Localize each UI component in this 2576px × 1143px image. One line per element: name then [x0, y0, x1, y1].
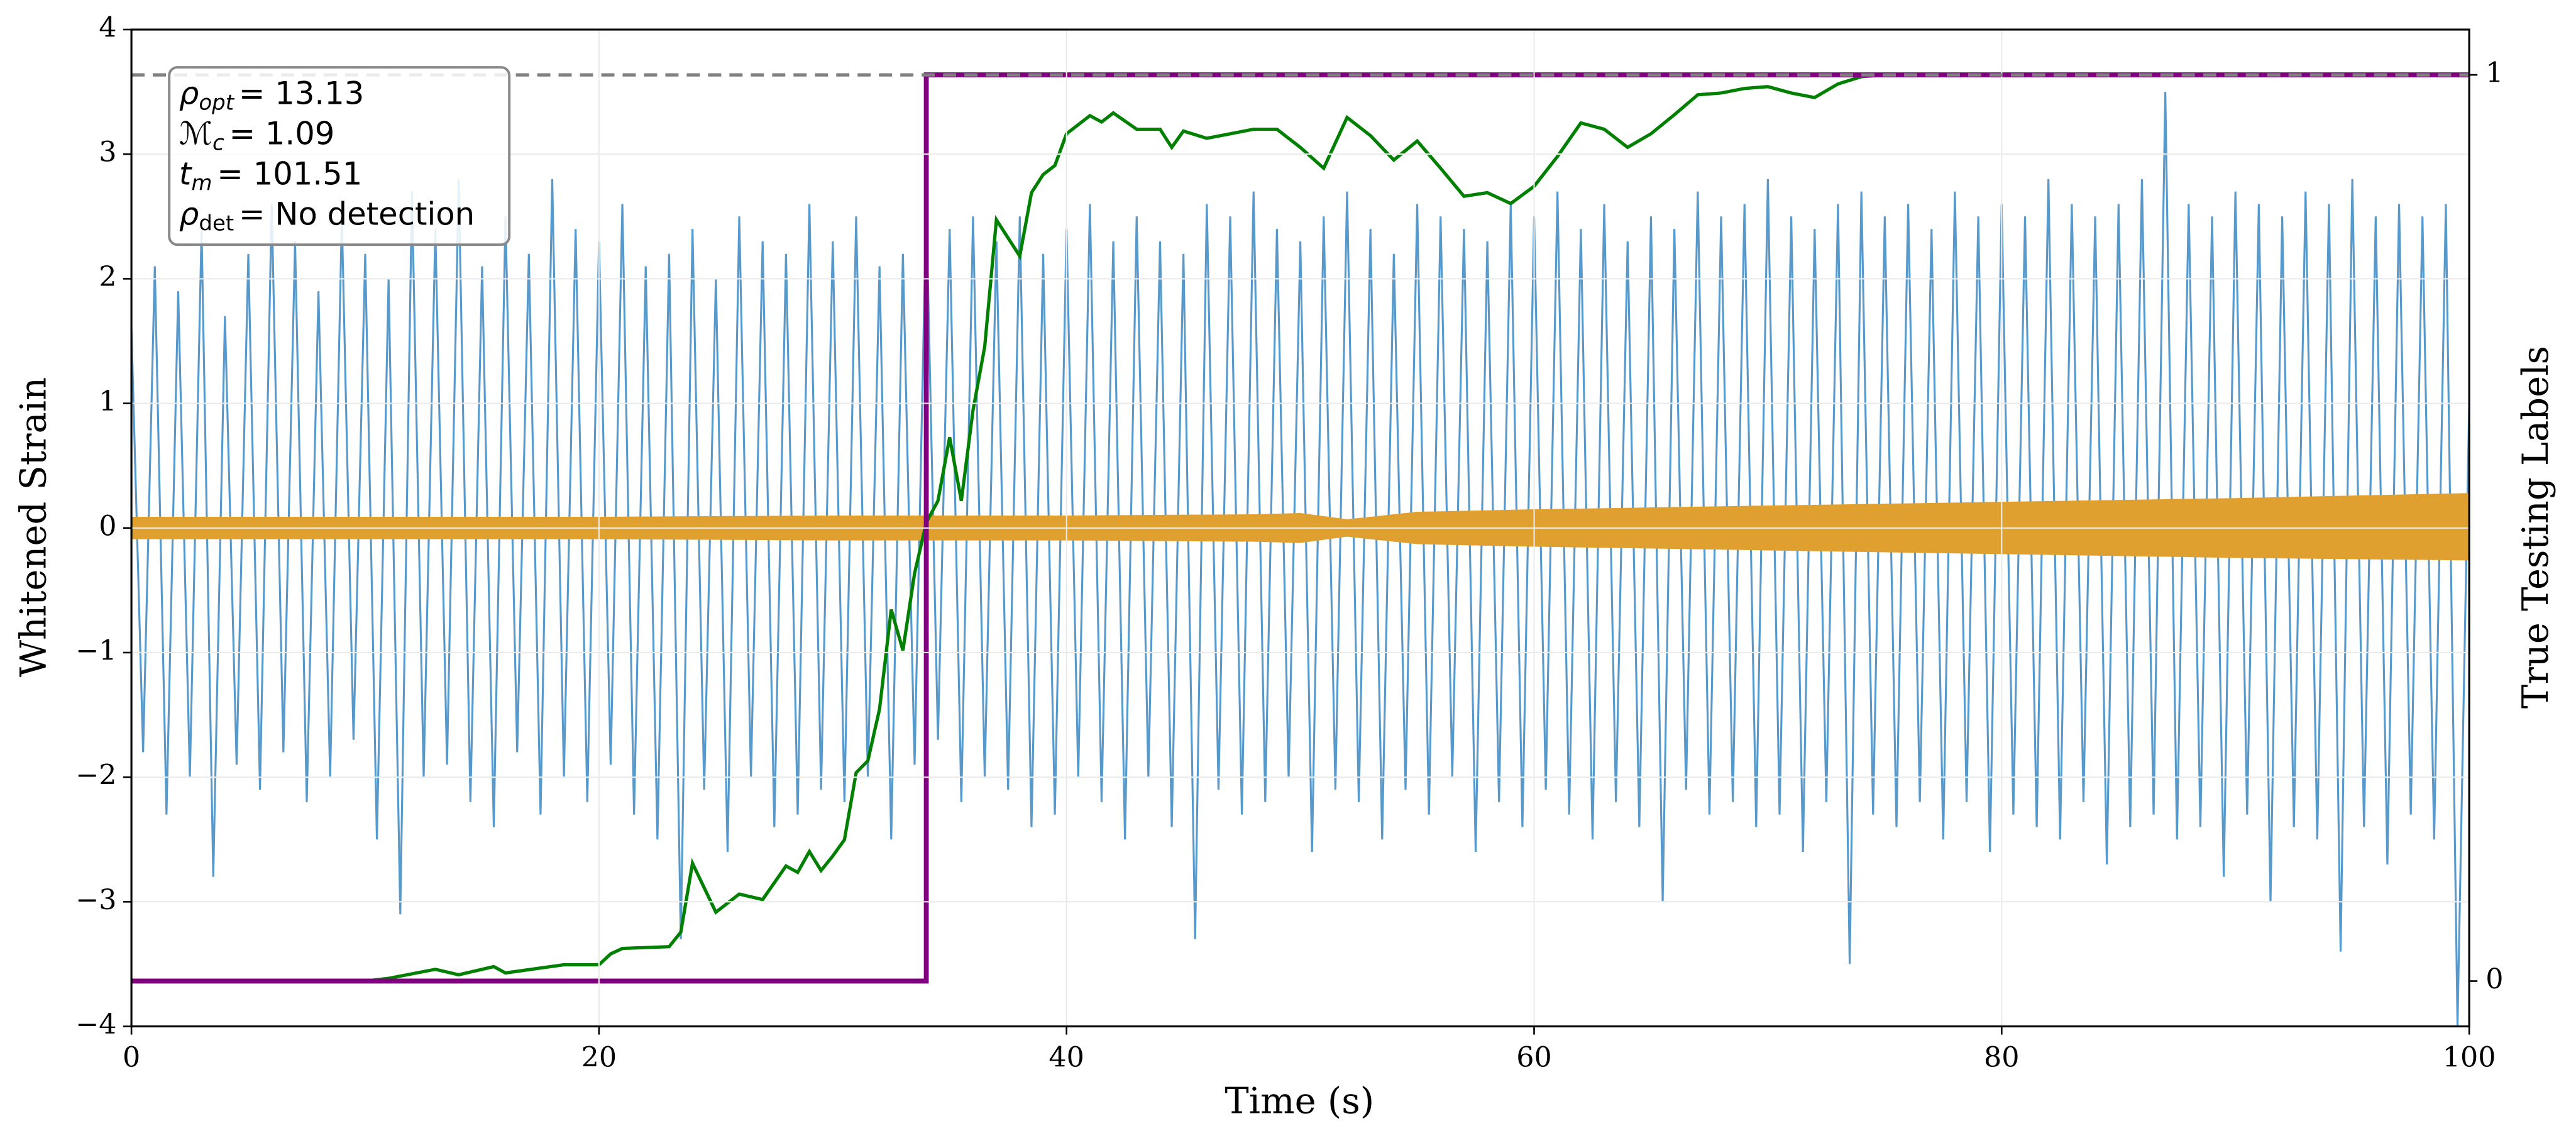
y-axis-label: Whitened Strain	[13, 377, 55, 677]
annotation-text: ρdet = No detection	[179, 196, 475, 236]
x-tick-label: 0	[123, 1041, 140, 1073]
annotation-value: = 101.51	[217, 155, 362, 192]
y-tick-label: −1	[75, 634, 116, 666]
y-tick-label: −3	[75, 884, 116, 916]
annotation-symbol: t	[179, 155, 192, 192]
annotation-value: = 1.09	[229, 115, 334, 152]
annotation-subscript: m	[191, 170, 212, 196]
annotation-box	[168, 66, 511, 246]
x-tick-label: 40	[1049, 1041, 1084, 1073]
y-tick-label: 2	[99, 261, 116, 293]
annotation-subscript: det	[199, 211, 234, 236]
annotation-text: tm = 101.51	[179, 155, 362, 196]
x-tick-label: 80	[1984, 1041, 2020, 1073]
annotation-text: ℳc = 1.09	[179, 115, 335, 155]
y2-tick-label: 1	[2485, 57, 2503, 89]
annotation-symbol: ρ	[179, 196, 199, 232]
annotation-subscript: c	[212, 130, 224, 155]
annotation-value: = 13.13	[239, 75, 364, 111]
signal-band	[131, 493, 2470, 561]
y2-axis-label: True Testing Labels	[2514, 346, 2557, 709]
annotation-symbol: ρ	[179, 75, 199, 111]
y-tick-label: 3	[99, 136, 116, 168]
y2-tick-label: 0	[2485, 963, 2503, 995]
y-tick-label: 4	[99, 12, 116, 44]
x-axis-label: Time (s)	[1225, 1080, 1374, 1122]
y-tick-label: 1	[99, 385, 116, 417]
y-tick-label: −2	[75, 759, 116, 792]
label-line	[131, 73, 2470, 983]
strain-line	[131, 92, 2470, 1027]
annotation-value: = No detection	[239, 196, 475, 232]
plot-frame	[130, 28, 2470, 1028]
x-tick-label: 60	[1516, 1041, 1552, 1073]
annotation-symbol: ℳ	[179, 115, 212, 152]
x-tick-label: 100	[2443, 1041, 2496, 1073]
y-tick-label: −4	[75, 1008, 116, 1041]
annotation-subscript: opt	[199, 90, 234, 115]
y-tick-label: 0	[99, 510, 116, 542]
x-tick-label: 20	[581, 1041, 617, 1073]
annotation-text: ρopt = 13.13	[179, 75, 364, 115]
